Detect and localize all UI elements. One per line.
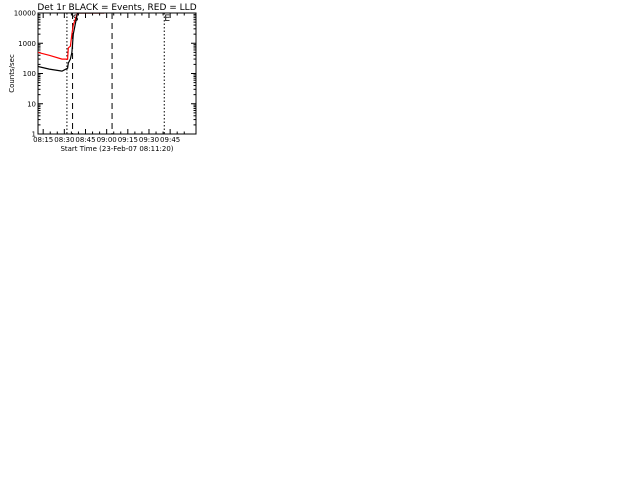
plot-frame <box>37 12 197 135</box>
y-tick-label: 1 <box>32 131 36 139</box>
series-line-lld <box>38 13 105 60</box>
y-axis-label: Counts/sec <box>8 54 16 93</box>
chart-title: Det 1r BLACK = Events, RED = LLD <box>37 3 196 13</box>
x-axis-label: Start Time (23-Feb-07 08:11:20) <box>60 145 173 153</box>
y-tick-label: 10 <box>27 100 36 108</box>
y-tick-label: 100 <box>23 70 36 78</box>
marker-label-e: E <box>164 14 170 24</box>
chart-panel-1: Det 1r BLACK = Events, RED = LLD 1 10 100 10… <box>8 3 197 153</box>
x-tick-label: 08:45 <box>75 136 95 144</box>
x-tick-label: 09:45 <box>160 136 180 144</box>
x-tick-label: 08:30 <box>54 136 74 144</box>
y-tick-label: 10000 <box>14 10 36 18</box>
series-line-events <box>38 13 105 72</box>
x-tick-label: 09:15 <box>118 136 138 144</box>
x-tick-label: 08:15 <box>33 136 53 144</box>
x-tick-label: 09:00 <box>97 136 117 144</box>
y-tick-label: 1000 <box>18 40 36 48</box>
x-tick-label: 09:30 <box>139 136 159 144</box>
